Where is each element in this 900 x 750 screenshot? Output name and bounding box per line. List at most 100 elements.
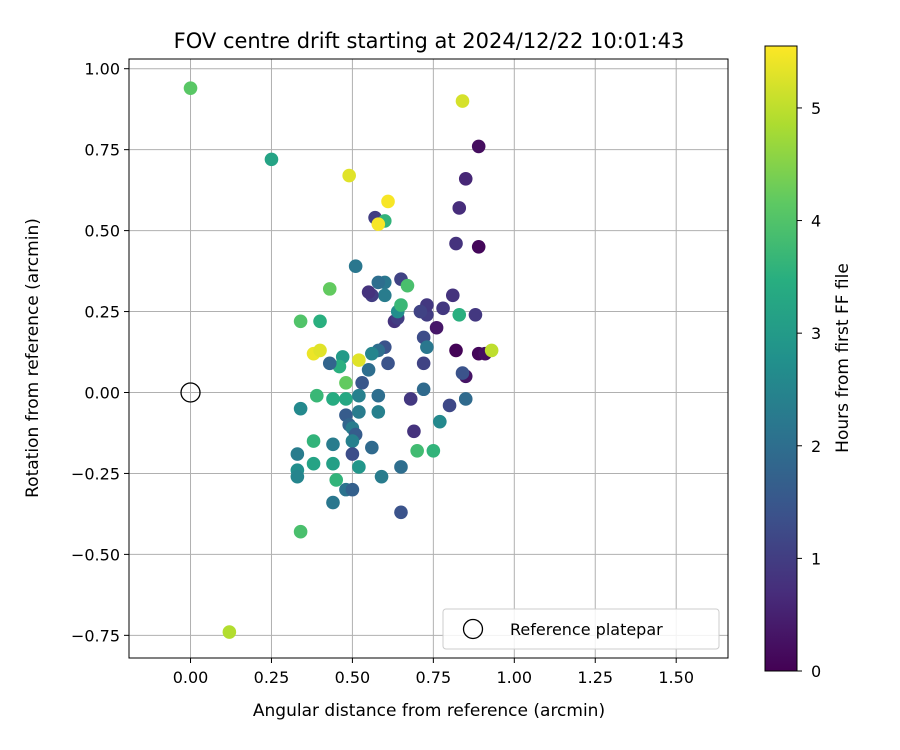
scatter-point (394, 298, 408, 312)
scatter-point (290, 469, 305, 484)
y-tick-label: 0.25 (84, 303, 120, 322)
y-axis-ticks: −0.75 −0.50 −0.25 0.00 0.25 0.50 0.75 1.00 (71, 60, 129, 645)
scatter-point (458, 172, 473, 186)
scatter-point (329, 473, 344, 487)
colorbar-gradient (764, 45, 798, 672)
scatter-point (322, 282, 337, 296)
scatter-point (484, 343, 499, 358)
scatter-point (403, 392, 418, 406)
scatter-point (416, 356, 431, 371)
scatter-point (436, 301, 450, 316)
scatter-point (452, 201, 467, 215)
colorbar-tick-label: 0 (811, 662, 821, 681)
scatter-point (222, 625, 237, 639)
scatter-point (345, 434, 360, 448)
scatter-point (293, 314, 308, 329)
scatter-point (445, 288, 460, 303)
colorbar: 0 1 2 3 4 5 Hours from first FF file (764, 45, 853, 681)
scatter-point (352, 405, 366, 419)
legend: Reference platepar (442, 608, 720, 650)
y-tick-label: −0.50 (71, 545, 120, 564)
legend-label: Reference platepar (510, 620, 663, 639)
reference-platepar-marker (180, 382, 201, 403)
scatter-point (345, 447, 360, 461)
scatter-point (471, 139, 486, 154)
plot-area-frame (128, 58, 729, 659)
scatter-point (313, 343, 327, 358)
scatter-point (455, 94, 470, 108)
scatter-point (345, 482, 360, 497)
scatter-point (183, 81, 198, 95)
scatter-point (371, 388, 386, 403)
scatter-point (449, 343, 463, 358)
scatter-point (339, 392, 353, 406)
x-tick-label: 1.25 (577, 668, 613, 687)
scatter-point (361, 363, 376, 377)
y-tick-label: −0.75 (71, 626, 120, 645)
scatter-point (352, 460, 366, 474)
scatter-point (407, 424, 421, 439)
grid-lines (129, 59, 728, 658)
colorbar-tick-label: 3 (811, 324, 821, 343)
scatter-point (442, 398, 457, 413)
scatter-point (449, 236, 463, 251)
x-tick-label: 0.75 (416, 668, 452, 687)
colorbar-tick-label: 5 (811, 99, 821, 118)
scatter-point (452, 307, 467, 322)
scatter-point (365, 346, 379, 361)
scatter-point (326, 392, 340, 406)
x-axis-ticks: 0.00 0.25 0.50 0.75 1.00 1.25 1.50 (173, 658, 694, 687)
scatter-point (326, 437, 340, 452)
x-tick-label: 1.00 (496, 668, 532, 687)
scatter-point (458, 392, 473, 406)
scatter-point (309, 388, 324, 403)
scatter-point (306, 434, 321, 448)
colorbar-tick-label: 4 (811, 212, 821, 231)
scatter-point (313, 314, 327, 329)
scatter-point (468, 307, 483, 322)
scatter-point (394, 505, 408, 520)
scatter-point (374, 469, 389, 484)
scatter-point (394, 460, 408, 474)
reference-marker (180, 382, 201, 403)
scatter-point (355, 375, 369, 390)
scatter-point (371, 405, 386, 419)
scatter-point (361, 285, 376, 299)
scatter-point (381, 356, 395, 371)
legend-box (442, 608, 720, 650)
x-tick-label: 0.00 (173, 668, 209, 687)
scatter-point (306, 456, 321, 471)
scatter-point (471, 239, 486, 254)
scatter-point (377, 288, 392, 303)
scatter-point (352, 388, 366, 403)
scatter-point (365, 440, 379, 455)
y-tick-label: −0.25 (71, 464, 120, 483)
scatter-point (264, 152, 279, 167)
scatter-point (433, 414, 447, 429)
scatter-point (326, 495, 340, 510)
y-tick-label: 0.50 (84, 222, 120, 241)
scatter-point (371, 275, 386, 290)
legend-marker-icon (462, 618, 484, 640)
scatter-point (352, 353, 366, 367)
scatter-point (293, 401, 308, 416)
scatter-point (326, 456, 340, 471)
scatter-point (342, 168, 356, 183)
scatter-point (429, 320, 444, 335)
scatter-points (183, 81, 499, 639)
scatter-point (348, 259, 363, 274)
scatter-point (413, 304, 428, 319)
chart-title: FOV centre drift starting at 2024/12/22 … (174, 29, 685, 53)
scatter-point (416, 382, 431, 397)
y-tick-label: 0.75 (84, 141, 120, 160)
y-tick-label: 0.00 (84, 383, 120, 402)
x-tick-label: 0.25 (254, 668, 290, 687)
scatter-point (371, 217, 386, 231)
scatter-point (400, 278, 415, 293)
scatter-point (322, 356, 337, 371)
scatter-point (339, 375, 353, 390)
colorbar-tick-label: 2 (811, 437, 821, 456)
x-tick-label: 1.50 (658, 668, 694, 687)
scatter-point (410, 443, 424, 458)
